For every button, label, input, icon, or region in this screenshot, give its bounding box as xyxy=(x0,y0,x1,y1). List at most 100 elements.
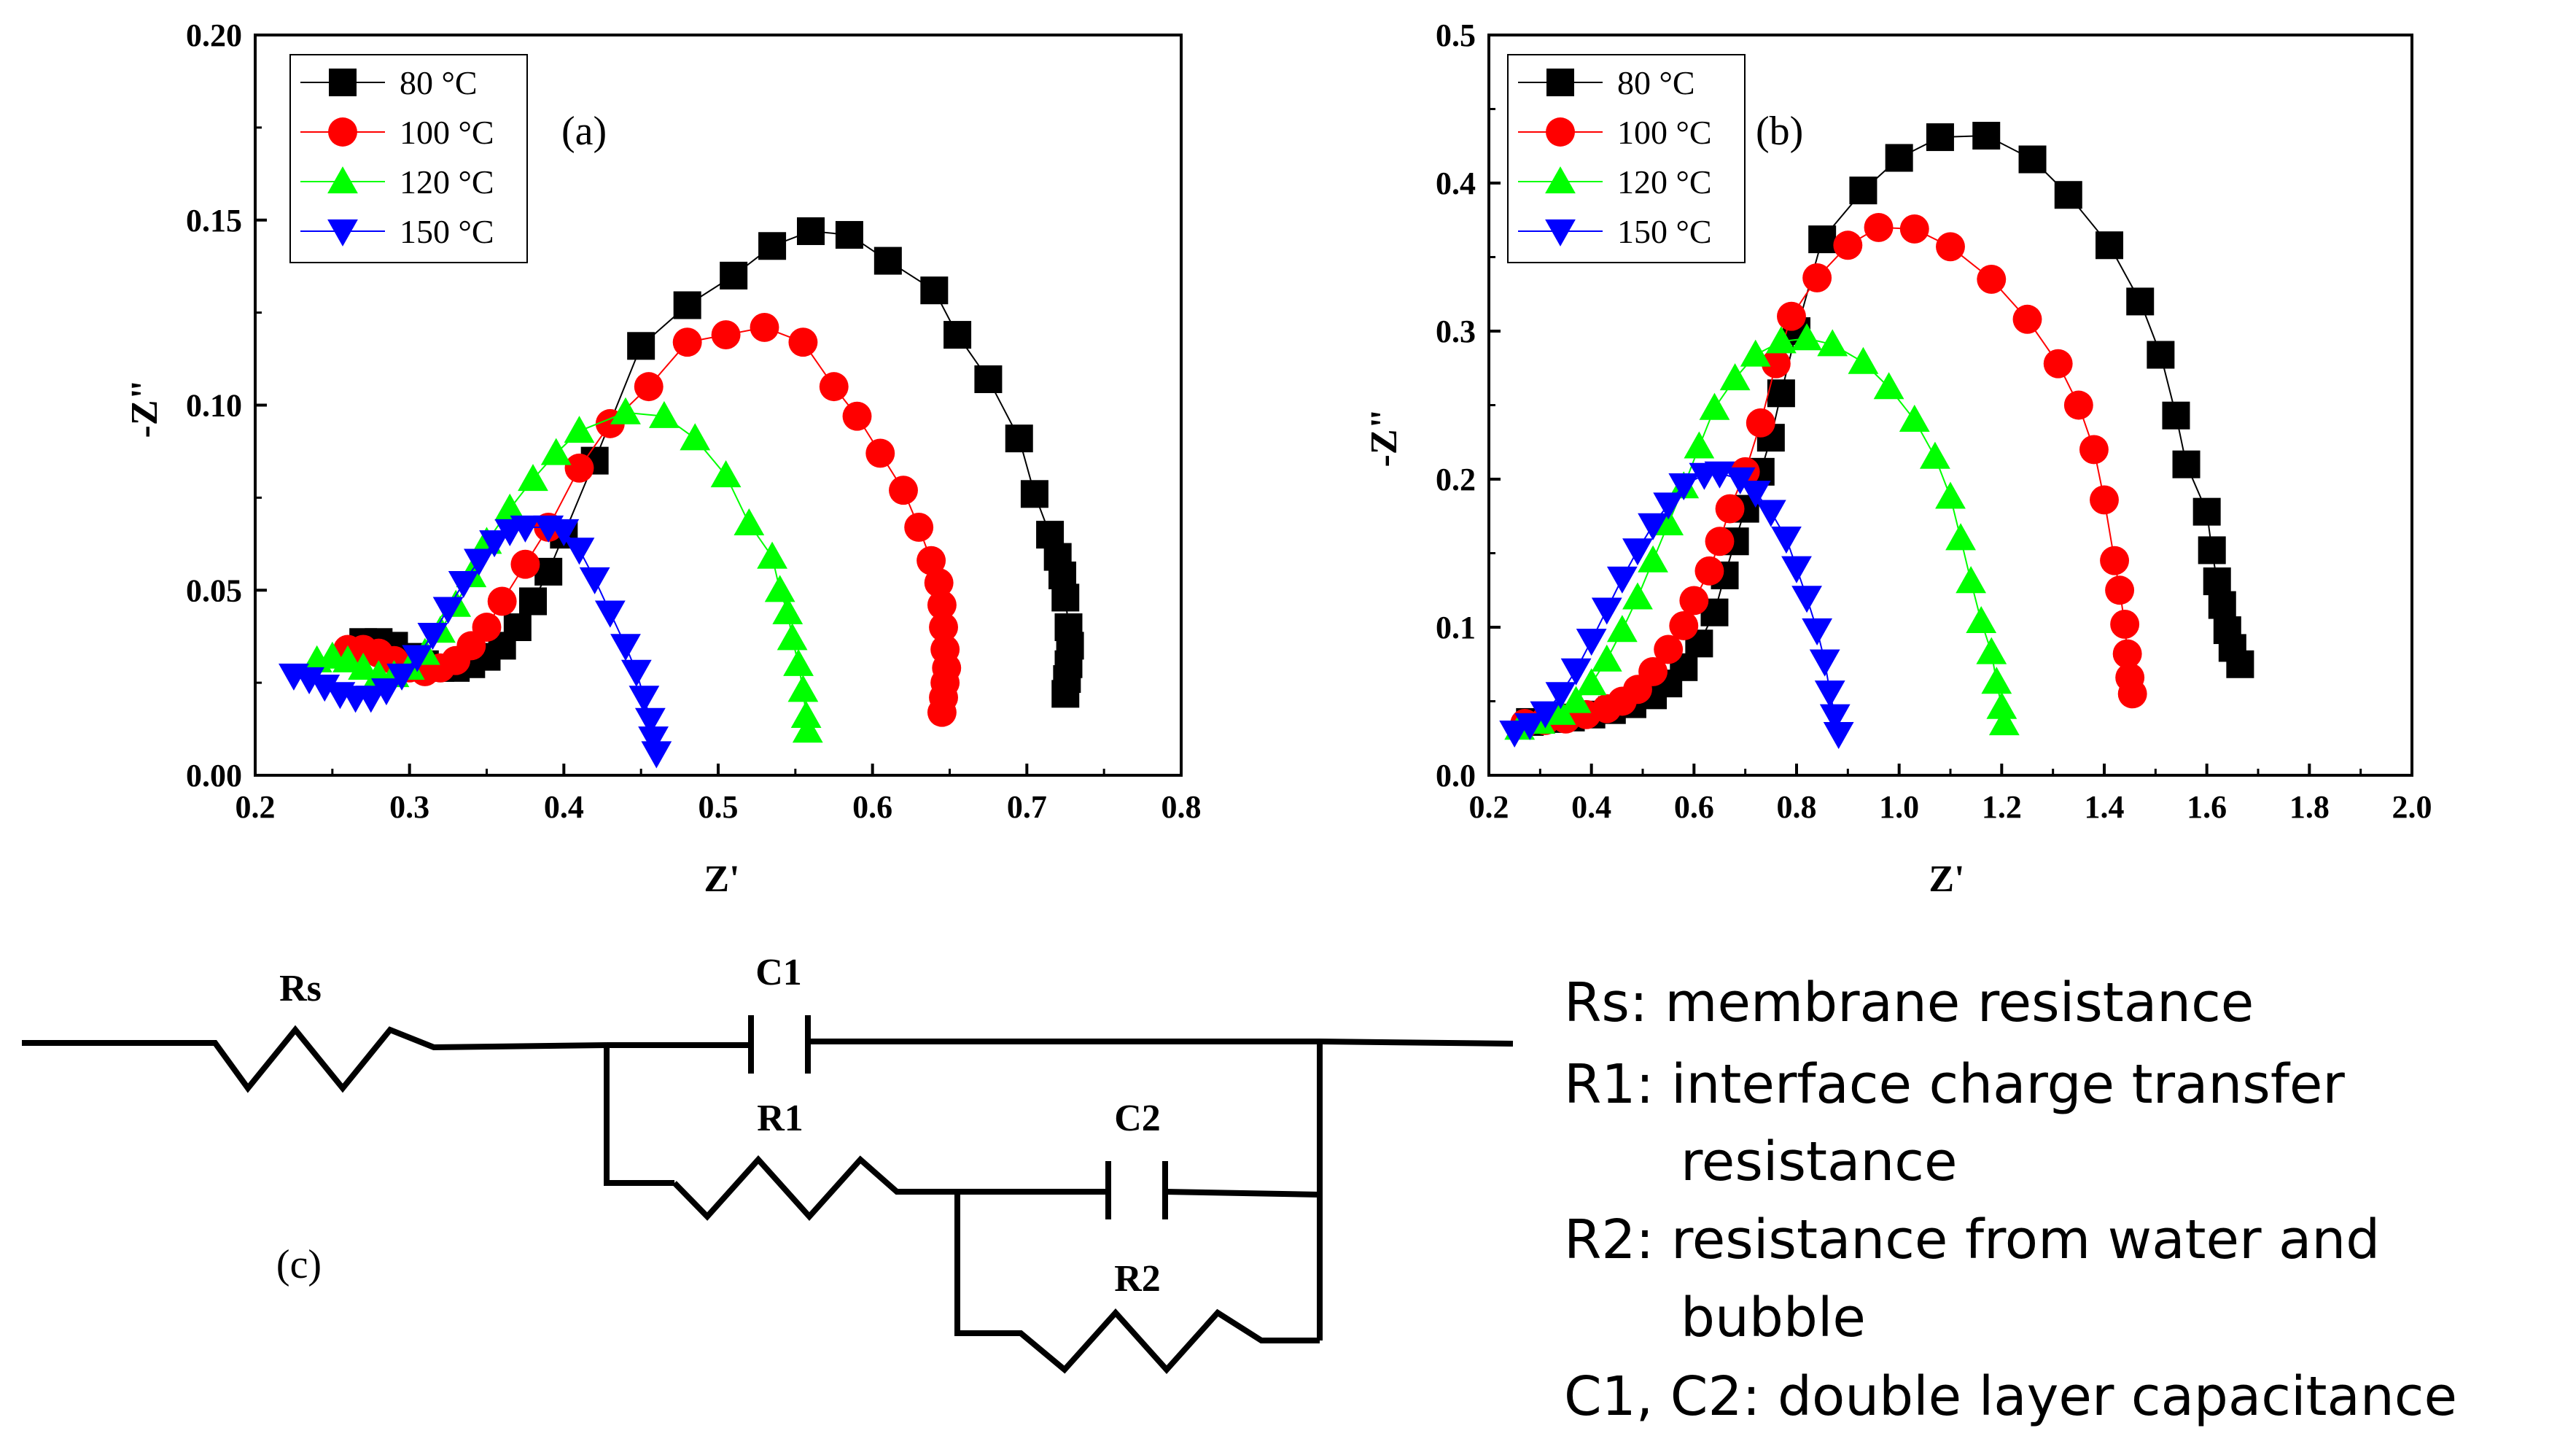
data-point xyxy=(564,453,594,483)
data-point xyxy=(2054,181,2082,209)
data-point xyxy=(672,327,702,357)
data-point xyxy=(641,741,672,769)
data-point xyxy=(1956,566,1987,594)
y-tick-label: 0.1 xyxy=(1436,610,1476,645)
data-point xyxy=(1833,230,1863,260)
x-tick-label: 2.0 xyxy=(2392,789,2432,825)
equivalent-circuit xyxy=(22,1015,1514,1374)
legend-marker xyxy=(328,117,357,147)
data-point xyxy=(294,667,324,694)
data-point xyxy=(494,493,526,521)
data-point xyxy=(1694,556,1724,586)
data-point xyxy=(1545,697,1576,725)
c2-label: C2 xyxy=(1114,1098,1161,1139)
resistor-r1 xyxy=(672,1155,957,1221)
data-point xyxy=(1499,720,1530,748)
r2-label: R2 xyxy=(1114,1258,1161,1300)
legend-marker xyxy=(329,69,357,96)
data-point xyxy=(1755,500,1786,527)
data-point xyxy=(1781,556,1812,583)
data-point xyxy=(2096,231,2124,260)
data-point xyxy=(1771,527,1802,554)
data-point xyxy=(2079,435,2109,465)
data-point xyxy=(638,726,669,754)
x-tick-label: 1.6 xyxy=(2187,789,2227,825)
x-tick-label: 0.2 xyxy=(1469,789,1509,825)
data-point xyxy=(1966,605,1997,634)
data-point xyxy=(579,567,610,594)
data-point xyxy=(1926,123,1954,152)
data-point xyxy=(1638,656,1668,686)
series-line-2 xyxy=(1519,338,2005,729)
chart-b-x-axis-label: Z' xyxy=(1929,858,1964,900)
data-point xyxy=(1802,263,1832,292)
data-point xyxy=(757,541,787,569)
x-tick-label: 0.5 xyxy=(699,789,739,825)
data-point xyxy=(1977,265,2007,294)
legend-label: 80 °C xyxy=(1617,64,1695,101)
r1-label: R1 xyxy=(757,1098,803,1139)
chart-panel-a: 0.2 0.3 0.4 0.5 0.6 0.7 0.8 0.00 0.05 0.10 0.15 0.2… xyxy=(124,18,1202,900)
y-tick-label: 0.5 xyxy=(1436,18,1476,53)
data-point xyxy=(629,686,660,713)
data-point xyxy=(1766,326,1797,354)
resistor-r2 xyxy=(954,1192,1320,1374)
data-point xyxy=(1705,527,1735,556)
chart-b-series xyxy=(1499,122,2254,750)
circuit-wire-c1-right xyxy=(808,1039,1514,1047)
definition-r1-cont: resistance xyxy=(1681,1130,1957,1193)
data-point xyxy=(634,372,664,402)
data-point xyxy=(355,686,386,713)
data-point xyxy=(1899,214,1929,244)
data-point xyxy=(1935,481,1966,509)
data-point xyxy=(1005,424,1033,453)
data-point xyxy=(1817,329,1848,357)
data-point xyxy=(734,508,765,536)
data-point xyxy=(2126,287,2155,316)
component-definitions: Rs: membrane resistance R1: interface ch… xyxy=(1564,971,2457,1428)
data-point xyxy=(510,515,541,543)
chart-b-legend: 80 °C 100 °C 120 °C 150 °C xyxy=(1507,54,1746,263)
legend-marker xyxy=(1545,219,1576,247)
y-tick-label: 0.15 xyxy=(186,203,242,238)
data-point xyxy=(1719,363,1751,391)
data-point xyxy=(1777,301,1806,331)
legend-label: 100 °C xyxy=(400,114,494,151)
data-point xyxy=(720,261,748,290)
x-tick-label: 1.8 xyxy=(2289,789,2330,825)
data-point xyxy=(1668,473,1700,501)
data-point xyxy=(2162,401,2190,430)
legend-label: 150 °C xyxy=(1617,213,1712,250)
data-point xyxy=(2198,536,2226,564)
data-point xyxy=(772,597,803,624)
data-point xyxy=(1945,523,1976,551)
chart-a-series xyxy=(279,217,1084,769)
chart-a-legend: 80 °C 100 °C 120 °C 150 °C xyxy=(289,54,528,263)
data-point xyxy=(927,697,957,727)
data-point xyxy=(386,663,417,691)
data-point xyxy=(2090,485,2119,515)
y-tick-label: 0.05 xyxy=(186,573,242,608)
data-point xyxy=(1802,618,1833,645)
chart-panel-b: 0.2 0.4 0.6 0.8 1.0 1.2 1.4 1.6 1.8 2.0 0.0 0.1 0.2 0… xyxy=(1363,18,2432,900)
data-point xyxy=(1669,611,1699,640)
definition-rs: Rs: membrane resistance xyxy=(1564,971,2254,1034)
data-point xyxy=(548,519,580,546)
chart-b-panel-label: (b) xyxy=(1756,109,1803,154)
data-point xyxy=(819,372,849,402)
data-point xyxy=(610,397,641,424)
x-tick-label: 0.7 xyxy=(1007,789,1047,825)
data-point xyxy=(649,400,680,428)
legend-marker xyxy=(1546,69,1574,96)
data-point xyxy=(1684,431,1715,459)
data-point xyxy=(842,401,872,431)
definition-r2-cont: bubble xyxy=(1681,1287,1866,1349)
data-point xyxy=(673,291,701,319)
data-point xyxy=(1976,637,2007,664)
circuit-wire-rs xyxy=(22,1025,607,1093)
legend-marker xyxy=(327,166,358,194)
data-point xyxy=(2226,650,2254,678)
data-point xyxy=(1591,597,1622,625)
data-point xyxy=(788,327,818,357)
data-point xyxy=(1988,708,2020,736)
